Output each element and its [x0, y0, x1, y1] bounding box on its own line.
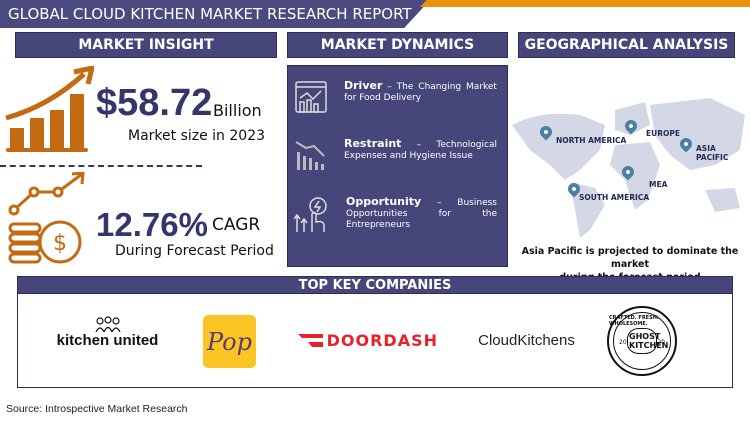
dynamics-driver: Driver – The Changing Market for Food De…	[294, 80, 497, 114]
geographical-header: GEOGRAPHICAL ANALYSIS	[518, 32, 735, 58]
driver-label: Driver	[344, 79, 383, 92]
market-size-value: $58.72	[96, 82, 213, 124]
restraint-label: Restraint	[344, 137, 402, 150]
dynamics-opportunity: Opportunity – Business Opportunities for…	[294, 196, 497, 236]
report-title: GLOBAL CLOUD KITCHEN MARKET RESEARCH REP…	[0, 0, 430, 28]
accent-strip	[420, 0, 750, 7]
restraint-dash: –	[416, 140, 422, 150]
companies-header: TOP KEY COMPANIES	[17, 276, 733, 294]
logo-doordash: DOORDASH	[298, 328, 438, 352]
divider	[0, 165, 202, 167]
driver-dash: –	[387, 82, 392, 92]
restraint-text: Technological Expenses and Hygiene Issue	[344, 140, 497, 161]
market-size-caption: Market size in 2023	[128, 128, 266, 144]
region-north-america: NORTH AMERICA	[556, 136, 627, 145]
market-dynamics-panel: Driver – The Changing Market for Food De…	[287, 65, 508, 267]
world-map	[512, 98, 745, 238]
chefs-icon	[94, 315, 121, 332]
caption-line-1: Asia Pacific is projected to dominate th…	[521, 246, 739, 270]
source-note: Source: Introspective Market Research	[6, 403, 188, 415]
doordash-text: DOORDASH	[326, 330, 438, 350]
region-asia-pacific: ASIA PACIFIC	[696, 144, 729, 162]
opportunity-label: Opportunity	[346, 195, 422, 208]
opportunity-text: Business Opportunities for the Entrepren…	[346, 198, 497, 230]
ghost-year-left: 20	[619, 339, 627, 346]
growth-bar-chart-icon	[5, 66, 94, 152]
kitchen-united-text: kitchen united	[56, 331, 159, 349]
market-size-unit: Billion	[213, 101, 262, 120]
analytics-chart-icon	[295, 81, 327, 113]
logo-pop: Pop	[203, 315, 256, 368]
cagr-value: 12.76%	[96, 206, 208, 243]
logo-kitchen-united: kitchen united	[50, 312, 165, 352]
touch-growth-icon	[294, 197, 327, 232]
market-dynamics-header: MARKET DYNAMICS	[287, 32, 508, 58]
driver-text: The Changing Market for Food Delivery	[344, 82, 497, 103]
logo-ghost-kitchen: CRAFTED. FRESH. WHOLESOME. 20 20 GHOST K…	[607, 306, 677, 376]
opportunity-dash: –	[437, 198, 442, 208]
dynamics-restraint: Restraint – Technological Expenses and H…	[294, 138, 497, 172]
cagr-unit: CAGR	[212, 215, 261, 235]
coins-growth-icon: $	[8, 172, 85, 264]
region-south-america: SOUTH AMERICA	[579, 193, 650, 202]
ghost-ring-text: CRAFTED. FRESH. WHOLESOME.	[609, 315, 659, 327]
logo-cloudkitchens: CloudKitchens	[478, 331, 575, 349]
region-europe: EUROPE	[646, 129, 680, 138]
market-insight-header: MARKET INSIGHT	[15, 32, 277, 58]
svg-text:$: $	[53, 231, 67, 256]
ghost-year-right: 20	[657, 339, 665, 346]
doordash-dash-icon	[298, 334, 323, 347]
region-mea: MEA	[649, 180, 668, 189]
declining-chart-icon	[295, 141, 325, 170]
cagr-caption: During Forecast Period	[115, 243, 274, 259]
